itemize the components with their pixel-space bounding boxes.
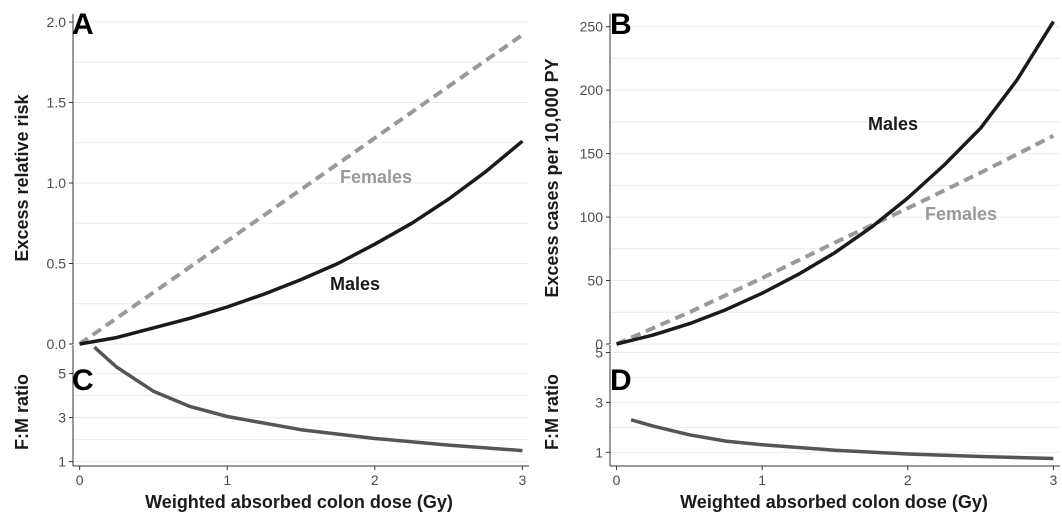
xtick-label-d-0: 0: [613, 472, 621, 488]
ytick-label-c-0: 1: [58, 454, 66, 470]
ytick-label-a-1: 0.5: [47, 256, 67, 272]
series-label-females-a: Females: [340, 167, 412, 187]
ytick-label-c-1: 3: [58, 410, 66, 426]
panel-a: 0.0 0.5 1.0 1.5 2.0: [47, 14, 529, 352]
ytick-label-c-2: 5: [58, 366, 66, 382]
ylabel-b: Excess cases per 10,000 PY: [542, 58, 562, 297]
ylabel-d: F:M ratio: [542, 374, 562, 450]
series-label-males-b: Males: [868, 114, 918, 134]
panel-b: 0 50 100 150 200 250: [580, 14, 1060, 352]
ytick-label-b-0: 0: [595, 336, 603, 352]
ylabel-a: Excess relative risk: [12, 93, 32, 261]
xlabel-c: Weighted absorbed colon dose (Gy): [145, 492, 453, 512]
panel-letter-d: D: [610, 364, 632, 397]
series-line-d-ratio: [630, 418, 1054, 461]
ytick-label-d-1: 3: [595, 394, 603, 410]
series-line-a-females: [78, 33, 524, 346]
ytick-label-b-3: 150: [580, 146, 604, 162]
ytick-label-d-0: 1: [595, 444, 603, 460]
xtick-label-d-3: 3: [1050, 472, 1058, 488]
panel-letter-b: B: [610, 8, 632, 41]
ytick-label-a-4: 2.0: [47, 14, 67, 30]
ytick-label-a-3: 1.5: [47, 95, 67, 111]
ytick-label-a-0: 0.0: [47, 336, 67, 352]
series-label-females-b: Females: [925, 204, 997, 224]
xtick-label-c-1: 1: [223, 472, 231, 488]
ytick-label-b-1: 50: [587, 273, 603, 289]
ytick-label-a-2: 1.0: [47, 175, 67, 191]
series-line-a-males: [79, 139, 524, 346]
xtick-label-d-1: 1: [758, 472, 766, 488]
series-line-b-males: [616, 20, 1055, 346]
series-label-males-a: Males: [330, 274, 380, 294]
ylabel-c: F:M ratio: [12, 374, 32, 450]
series-line-c-ratio: [93, 345, 523, 453]
ytick-label-d-2: 5: [595, 344, 603, 360]
panel-letter-c: C: [72, 364, 94, 397]
xtick-label-c-2: 2: [371, 472, 379, 488]
series-line-b-females: [615, 134, 1055, 346]
ytick-label-b-5: 250: [580, 19, 604, 35]
xtick-label-c-3: 3: [518, 472, 526, 488]
panel-letter-a: A: [72, 8, 94, 41]
ytick-label-b-2: 100: [580, 209, 604, 225]
xlabel-d: Weighted absorbed colon dose (Gy): [680, 492, 988, 512]
ytick-label-b-4: 200: [580, 82, 604, 98]
xtick-label-d-2: 2: [904, 472, 912, 488]
xtick-label-c-0: 0: [76, 472, 84, 488]
